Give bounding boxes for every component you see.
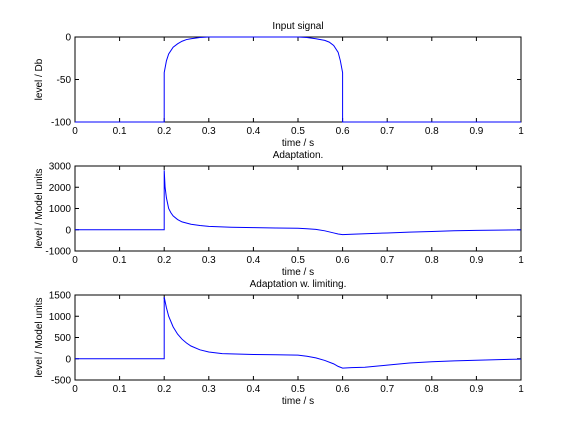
chart2-xtick-label: 0.2 <box>157 255 171 266</box>
chart1-xtick-label: 0.3 <box>202 126 216 137</box>
chart3-axes-box <box>74 294 522 381</box>
chart1-xtick-label: 1 <box>518 126 524 137</box>
chart3-ylabel: level / Model units <box>34 297 45 377</box>
chart1-ytick-label: 0 <box>65 33 71 44</box>
chart3-ytick-label: 1000 <box>49 312 72 323</box>
chart1-xtick-label: 0.6 <box>336 126 350 137</box>
chart2-ylabel: level / Model units <box>34 168 45 248</box>
chart1-panel: 0 0.1 0.2 0.3 0.4 0.5 0.6 0.7 0.8 0.9 1 -100 -50 0 Inp… <box>34 21 524 149</box>
chart2-ytick-label: 0 <box>65 225 71 236</box>
chart3-title: Adaptation w. limiting. <box>250 279 347 290</box>
chart2-xtick-label: 0.7 <box>380 255 394 266</box>
chart3-xtick-label: 0.1 <box>113 384 127 395</box>
chart2-ytick-label: 3000 <box>49 162 72 173</box>
chart2-xtick-label: 0.5 <box>291 255 305 266</box>
chart3-xtick-label: 0.8 <box>425 384 439 395</box>
chart2-series-line <box>75 170 522 236</box>
chart1-xtick-label: 0.7 <box>380 126 394 137</box>
chart3-xtick-label: 0.5 <box>291 384 305 395</box>
chart3-xtick-label: 0.4 <box>246 384 260 395</box>
chart1-xtick-label: 0.2 <box>157 126 171 137</box>
chart1-ytick-label: -100 <box>51 118 71 129</box>
chart3-xtick-label: 0.2 <box>157 384 171 395</box>
chart3-ytick-label: 0 <box>65 354 71 365</box>
chart3-xtick-label: 0.9 <box>469 384 483 395</box>
chart1-ylabel: level / Db <box>34 58 45 100</box>
chart2-xtick-label: 0.4 <box>246 255 260 266</box>
chart3-xtick-label: 1 <box>518 384 524 395</box>
chart1-title: Input signal <box>272 21 323 32</box>
chart2-xtick-label: 0.8 <box>425 255 439 266</box>
chart3-ytick-label: -500 <box>51 376 71 387</box>
chart1-ytick-label: -50 <box>57 75 72 86</box>
chart3-ytick-label: 500 <box>54 333 71 344</box>
chart2-xtick-label: 1 <box>518 255 524 266</box>
chart2-xtick-label: 0.9 <box>469 255 483 266</box>
chart1-xtick-label: 0.8 <box>425 126 439 137</box>
chart3-panel: 0 0.1 0.2 0.3 0.4 0.5 0.6 0.7 0.8 0.9 1-5000500100… <box>34 279 524 407</box>
chart2-xtick-label: 0.3 <box>202 255 216 266</box>
chart3-xtick-label: 0.7 <box>380 384 394 395</box>
chart3-xtick-label: 0.6 <box>336 384 350 395</box>
chart2-axes-box <box>74 165 522 252</box>
chart2-ytick-label: 1000 <box>49 204 72 215</box>
chart2-title: Adaptation. <box>273 150 324 161</box>
chart3-ytick-label: 1500 <box>49 291 72 302</box>
chart3-series-line <box>75 297 522 369</box>
chart2-panel: 0 0.1 0.2 0.3 0.4 0.5 0.6 0.7 0.8 0.9 1-1000010002… <box>34 150 524 278</box>
chart1-xtick-label: 0 <box>72 126 78 137</box>
chart3-xtick-label: 0 <box>72 384 78 395</box>
chart1-axes-box <box>74 36 522 123</box>
chart1-xtick-label: 0.1 <box>113 126 127 137</box>
chart2-ytick-label: 2000 <box>49 183 72 194</box>
chart2-xlabel: time / s <box>282 267 314 278</box>
chart1-series-line <box>75 36 521 123</box>
chart2-xtick-label: 0 <box>72 255 78 266</box>
chart2-xtick-label: 0.6 <box>336 255 350 266</box>
chart2-xtick-label: 0.1 <box>113 255 127 266</box>
chart1-xtick-label: 0.9 <box>469 126 483 137</box>
chart3-xtick-label: 0.3 <box>202 384 216 395</box>
chart1-xtick-label: 0.4 <box>246 126 260 137</box>
chart3-xlabel: time / s <box>282 396 314 407</box>
chart1-xlabel: time / s <box>282 138 314 149</box>
chart1-xtick-label: 0.5 <box>291 126 305 137</box>
chart2-ytick-label: -1000 <box>45 247 71 258</box>
